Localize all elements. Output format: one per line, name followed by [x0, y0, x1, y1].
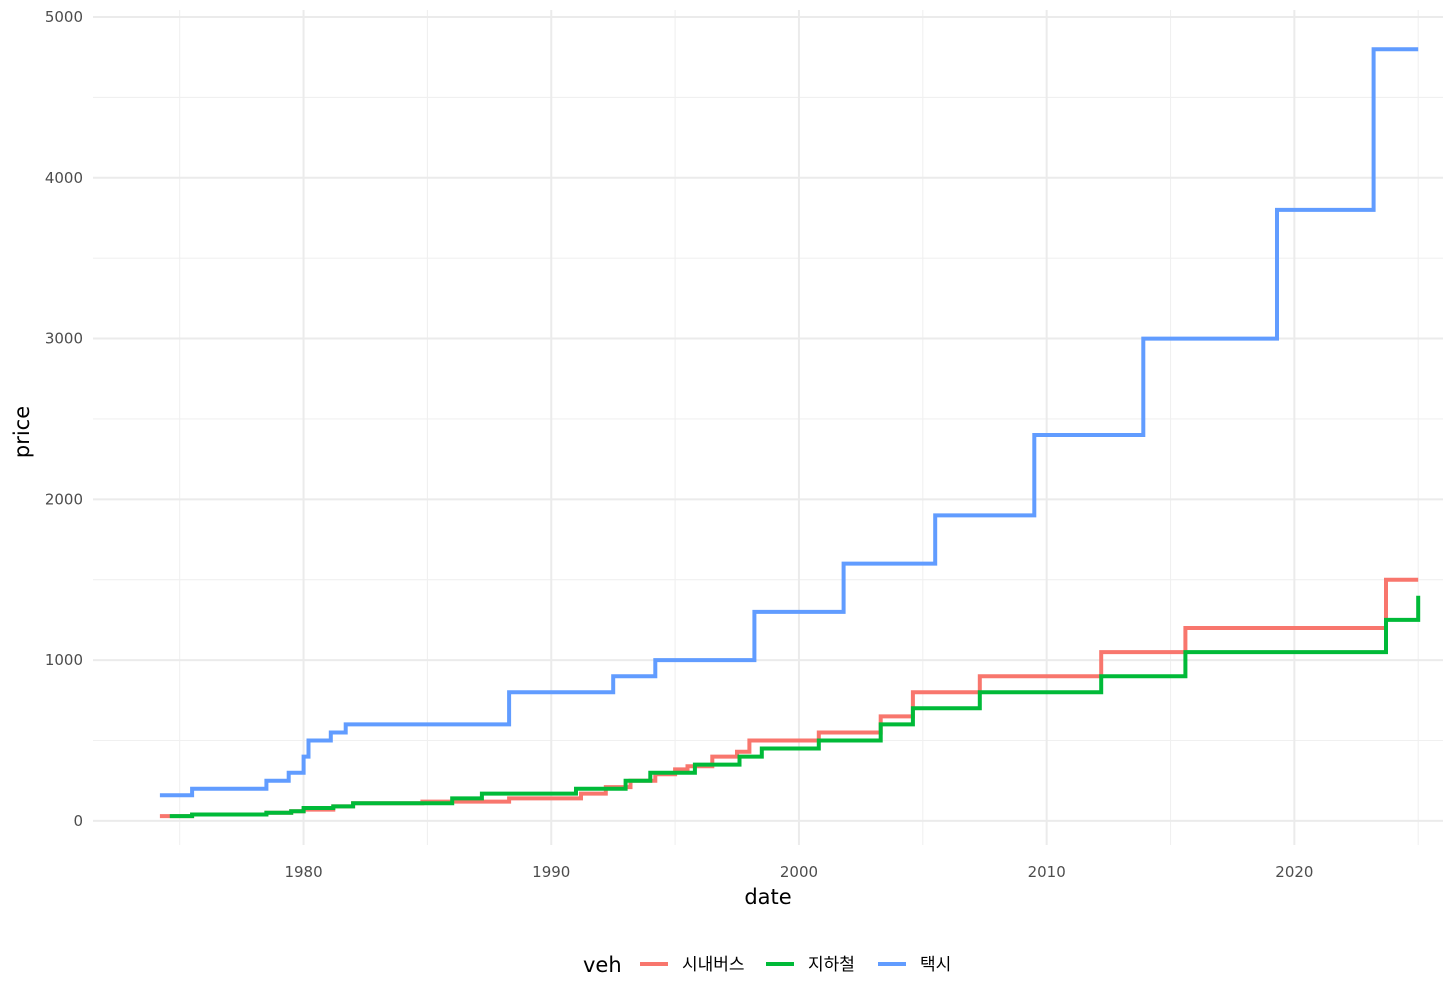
x-tick-label: 2000 — [780, 863, 818, 881]
y-tick-label: 2000 — [45, 490, 83, 508]
grid-major — [93, 10, 1443, 845]
y-tick-label: 0 — [73, 812, 83, 830]
legend-label: 지하철 — [808, 955, 855, 975]
y-tick-label: 5000 — [45, 8, 83, 26]
legend-title: veh — [583, 953, 622, 977]
y-tick-label: 4000 — [45, 169, 83, 187]
x-axis-title: date — [744, 885, 791, 909]
legend: veh 시내버스 지하철 택시 — [583, 953, 951, 977]
series-line-지하철 — [169, 595, 1421, 819]
x-tick-label: 2010 — [1028, 863, 1066, 881]
series-line-택시 — [159, 47, 1419, 798]
legend-label: 시내버스 — [682, 955, 745, 975]
y-tick-label: 1000 — [45, 651, 83, 669]
legend-label: 택시 — [920, 955, 951, 975]
x-tick-label: 2020 — [1275, 863, 1313, 881]
grid-minor — [93, 10, 1443, 845]
x-tick-label: 1980 — [284, 863, 322, 881]
series-layer — [159, 47, 1421, 819]
y-tick-label: 3000 — [45, 330, 83, 348]
y-axis-title: price — [10, 406, 34, 458]
series-line-시내버스 — [159, 577, 1419, 819]
x-axis-ticks: 1980 1990 2000 2010 2020 — [284, 863, 1313, 881]
y-axis-ticks: 0 1000 2000 3000 4000 5000 — [45, 8, 83, 830]
x-tick-label: 1990 — [532, 863, 570, 881]
